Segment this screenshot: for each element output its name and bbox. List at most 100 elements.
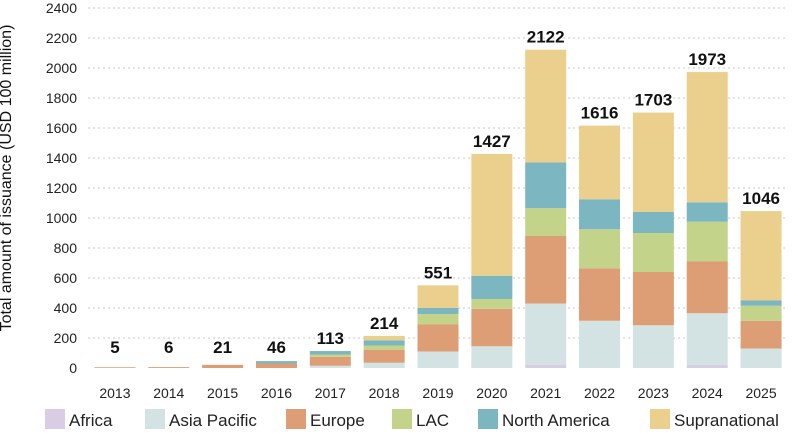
bar-segment bbox=[94, 367, 136, 368]
bar-segment bbox=[740, 305, 782, 321]
bar-segment bbox=[579, 199, 621, 230]
legend-label: Europe bbox=[310, 411, 365, 430]
bar-segment bbox=[686, 202, 728, 222]
bar-segment bbox=[740, 300, 782, 306]
total-label: 2122 bbox=[527, 28, 565, 47]
legend-item: Europe bbox=[286, 409, 365, 430]
bar-segment bbox=[525, 49, 567, 163]
bar-segment bbox=[363, 350, 405, 363]
y-tick-label: 1800 bbox=[46, 90, 77, 106]
bar-segment bbox=[363, 335, 405, 341]
bar-segment bbox=[309, 356, 351, 366]
bar-segment bbox=[148, 367, 190, 368]
bar-segment bbox=[632, 112, 674, 212]
bar-segment bbox=[525, 208, 567, 236]
y-tick-label: 200 bbox=[54, 330, 78, 346]
total-label: 6 bbox=[164, 338, 173, 357]
bar-segment bbox=[579, 268, 621, 321]
y-tick-label: 1400 bbox=[46, 150, 77, 166]
bar-segment bbox=[525, 365, 567, 368]
total-label: 214 bbox=[370, 314, 399, 333]
total-label: 1046 bbox=[742, 189, 780, 208]
legend-swatch bbox=[45, 409, 65, 429]
legend-label: North America bbox=[502, 411, 610, 430]
legend-item: Africa bbox=[45, 409, 113, 430]
bar-segment bbox=[579, 320, 621, 368]
bar-segment bbox=[471, 275, 513, 299]
legend-item: Supranational bbox=[650, 409, 779, 430]
legend-item: North America bbox=[478, 409, 610, 430]
bar-segment bbox=[255, 361, 297, 364]
bar-segment bbox=[471, 308, 513, 347]
legend-swatch bbox=[286, 409, 306, 429]
bar-segment bbox=[309, 351, 351, 355]
legend-label: Asia Pacific bbox=[169, 411, 257, 430]
bar-segment bbox=[309, 354, 351, 357]
x-tick-label: 2013 bbox=[99, 385, 130, 401]
total-label: 113 bbox=[317, 329, 344, 348]
bar-segment bbox=[686, 72, 728, 203]
y-tick-label: 400 bbox=[54, 300, 78, 316]
y-tick-label: 0 bbox=[69, 360, 77, 376]
total-label: 1703 bbox=[634, 91, 672, 110]
y-tick-label: 2000 bbox=[46, 60, 77, 76]
legend-item: LAC bbox=[392, 409, 449, 430]
y-tick-label: 1000 bbox=[46, 210, 77, 226]
total-labels: 5 6 21 46 113 214 551 1427 2122 1616 1703 1973 1046 bbox=[110, 28, 780, 357]
x-tick-label: 2025 bbox=[745, 385, 776, 401]
bar-segment bbox=[525, 162, 567, 209]
y-tick-label: 1600 bbox=[46, 120, 77, 136]
bar-segment bbox=[309, 365, 351, 368]
x-axis-ticks: 2013 2014 2015 2016 2017 2018 2019 2020 2021 2022… bbox=[99, 385, 777, 401]
legend-item: Asia Pacific bbox=[145, 409, 257, 430]
legend-label: Africa bbox=[69, 411, 113, 430]
bar-segment bbox=[686, 365, 728, 368]
x-tick-label: 2024 bbox=[692, 385, 723, 401]
bar-segment bbox=[525, 303, 567, 365]
bar-segment bbox=[632, 233, 674, 272]
bar-segment bbox=[363, 345, 405, 350]
legend-swatch bbox=[392, 409, 412, 429]
total-label: 1616 bbox=[581, 104, 619, 123]
x-tick-label: 2015 bbox=[207, 385, 238, 401]
total-label: 5 bbox=[110, 338, 119, 357]
bar-segment bbox=[579, 229, 621, 269]
bar-segment bbox=[471, 153, 513, 276]
legend-swatch bbox=[145, 409, 165, 429]
x-tick-label: 2017 bbox=[315, 385, 346, 401]
x-tick-label: 2020 bbox=[476, 385, 507, 401]
x-tick-label: 2019 bbox=[422, 385, 453, 401]
bar-segment bbox=[579, 125, 621, 200]
bar-segment bbox=[686, 221, 728, 262]
y-tick-label: 800 bbox=[54, 240, 78, 256]
y-tick-label: 2200 bbox=[46, 30, 77, 46]
bar-segment bbox=[632, 272, 674, 326]
bar-segment bbox=[632, 212, 674, 233]
legend-swatch bbox=[650, 409, 670, 429]
total-label: 551 bbox=[424, 263, 452, 282]
total-label: 1973 bbox=[688, 50, 726, 69]
y-axis-label: Total amount of issuance (USD 100 millio… bbox=[0, 25, 15, 332]
legend-label: LAC bbox=[416, 411, 449, 430]
bar-segment bbox=[417, 314, 459, 325]
x-tick-label: 2018 bbox=[369, 385, 400, 401]
y-tick-label: 2400 bbox=[46, 0, 77, 16]
bar-segment bbox=[255, 363, 297, 368]
bar-segment bbox=[363, 340, 405, 346]
legend-label: Supranational bbox=[674, 411, 779, 430]
total-label: 1427 bbox=[473, 132, 511, 151]
bar-segment bbox=[740, 211, 782, 301]
y-axis-ticks: 0 200 400 600 800 1000 1200 1400 1600 1800 2000 220… bbox=[46, 0, 77, 376]
bar-segment bbox=[686, 313, 728, 365]
bar-segment bbox=[471, 299, 513, 309]
bar-segment bbox=[471, 346, 513, 368]
x-tick-label: 2014 bbox=[153, 385, 184, 401]
x-tick-label: 2022 bbox=[584, 385, 615, 401]
bar-segment bbox=[686, 261, 728, 314]
legend-swatch bbox=[478, 409, 498, 429]
y-tick-label: 1200 bbox=[46, 180, 77, 196]
bar-segment bbox=[363, 362, 405, 368]
bars bbox=[94, 49, 782, 368]
y-tick-label: 600 bbox=[54, 270, 78, 286]
